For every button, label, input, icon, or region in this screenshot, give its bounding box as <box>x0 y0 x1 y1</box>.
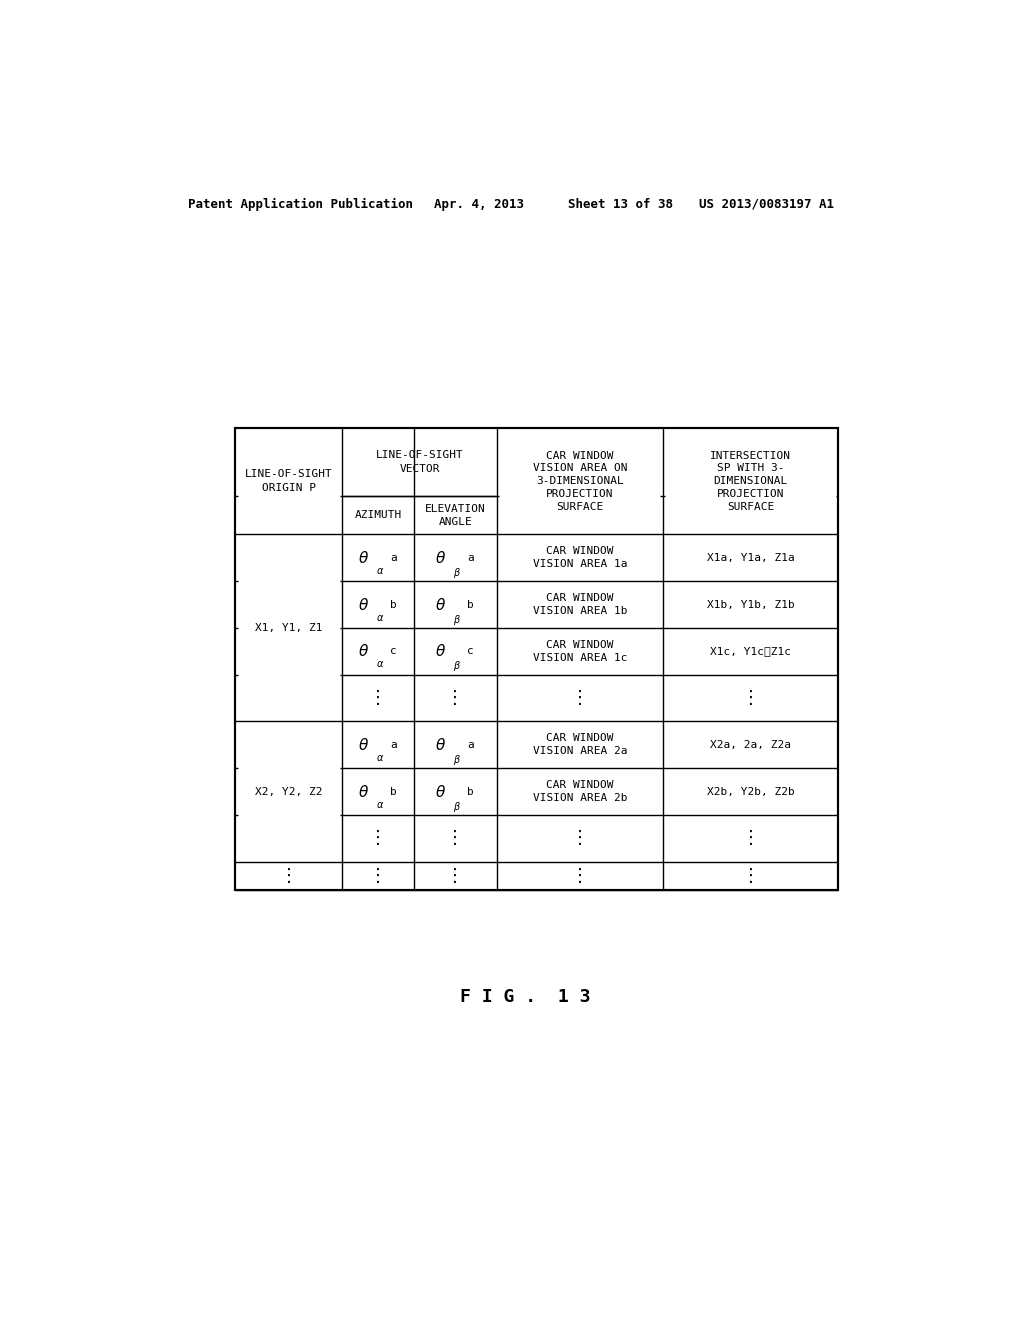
Text: a: a <box>467 741 474 750</box>
Text: F I G .  1 3: F I G . 1 3 <box>460 987 590 1006</box>
Text: $\theta$: $\theta$ <box>358 737 370 752</box>
Text: ⋮: ⋮ <box>570 867 589 884</box>
Text: X1a, Y1a, Z1a: X1a, Y1a, Z1a <box>707 553 795 562</box>
Text: b: b <box>390 787 396 796</box>
Text: c: c <box>467 647 474 656</box>
Text: $\theta$: $\theta$ <box>435 784 446 800</box>
Text: $\alpha$: $\alpha$ <box>376 612 384 623</box>
Text: X2b, Y2b, Z2b: X2b, Y2b, Z2b <box>707 787 795 796</box>
Text: $\beta$: $\beta$ <box>453 660 461 673</box>
Text: c: c <box>390 647 396 656</box>
Text: CAR WINDOW
VISION AREA 1a: CAR WINDOW VISION AREA 1a <box>532 546 627 569</box>
Text: X1b, Y1b, Z1b: X1b, Y1b, Z1b <box>707 599 795 610</box>
Text: ELEVATION
ANGLE: ELEVATION ANGLE <box>425 504 485 527</box>
Text: $\theta$: $\theta$ <box>435 597 446 612</box>
Text: X2a, 2a, Z2a: X2a, 2a, Z2a <box>710 741 791 750</box>
Text: ⋮: ⋮ <box>570 689 589 708</box>
Text: Sheet 13 of 38: Sheet 13 of 38 <box>568 198 674 211</box>
Text: ⋮: ⋮ <box>369 867 387 884</box>
Text: b: b <box>390 599 396 610</box>
Text: $\theta$: $\theta$ <box>358 597 370 612</box>
Text: $\alpha$: $\alpha$ <box>376 800 384 809</box>
Text: $\theta$: $\theta$ <box>435 550 446 566</box>
Text: AZIMUTH: AZIMUTH <box>354 511 401 520</box>
Text: b: b <box>467 787 474 796</box>
Text: X1, Y1, Z1: X1, Y1, Z1 <box>255 623 323 634</box>
Text: ⋮: ⋮ <box>570 829 589 847</box>
Text: a: a <box>390 741 396 750</box>
Text: $\beta$: $\beta$ <box>453 800 461 813</box>
Text: b: b <box>467 599 474 610</box>
Text: LINE-OF-SIGHT
VECTOR: LINE-OF-SIGHT VECTOR <box>376 450 464 474</box>
Text: ⋮: ⋮ <box>741 829 760 847</box>
Text: CAR WINDOW
VISION AREA 1b: CAR WINDOW VISION AREA 1b <box>532 593 627 616</box>
Text: INTERSECTION
SP WITH 3-
DIMENSIONAL
PROJECTION
SURFACE: INTERSECTION SP WITH 3- DIMENSIONAL PROJ… <box>710 450 791 512</box>
Text: CAR WINDOW
VISION AREA ON
3-DIMENSIONAL
PROJECTION
SURFACE: CAR WINDOW VISION AREA ON 3-DIMENSIONAL … <box>532 450 627 512</box>
Text: $\theta$: $\theta$ <box>358 784 370 800</box>
Text: CAR WINDOW
VISION AREA 1c: CAR WINDOW VISION AREA 1c <box>532 640 627 663</box>
Text: a: a <box>467 553 474 562</box>
Text: Patent Application Publication: Patent Application Publication <box>187 198 413 211</box>
Text: $\theta$: $\theta$ <box>358 550 370 566</box>
Text: a: a <box>390 553 396 562</box>
Text: $\beta$: $\beta$ <box>453 566 461 579</box>
Text: CAR WINDOW
VISION AREA 2b: CAR WINDOW VISION AREA 2b <box>532 780 627 803</box>
Text: $\alpha$: $\alpha$ <box>376 660 384 669</box>
Text: CAR WINDOW
VISION AREA 2a: CAR WINDOW VISION AREA 2a <box>532 734 627 756</box>
Text: X1c, Y1c、Z1c: X1c, Y1c、Z1c <box>710 647 791 656</box>
Text: $\theta$: $\theta$ <box>435 737 446 752</box>
Text: $\alpha$: $\alpha$ <box>376 566 384 576</box>
Text: ⋮: ⋮ <box>369 689 387 708</box>
Text: $\theta$: $\theta$ <box>358 643 370 660</box>
Text: ⋮: ⋮ <box>741 867 760 884</box>
Text: $\alpha$: $\alpha$ <box>376 752 384 763</box>
Text: LINE-OF-SIGHT
ORIGIN P: LINE-OF-SIGHT ORIGIN P <box>245 469 333 494</box>
Text: ⋮: ⋮ <box>280 867 298 884</box>
Text: ⋮: ⋮ <box>741 689 760 708</box>
Text: US 2013/0083197 A1: US 2013/0083197 A1 <box>699 198 835 211</box>
Text: ⋮: ⋮ <box>446 867 464 884</box>
Text: $\beta$: $\beta$ <box>453 612 461 627</box>
Text: ⋮: ⋮ <box>446 829 464 847</box>
Text: ⋮: ⋮ <box>446 689 464 708</box>
Text: $\theta$: $\theta$ <box>435 643 446 660</box>
Text: $\beta$: $\beta$ <box>453 752 461 767</box>
Text: ⋮: ⋮ <box>369 829 387 847</box>
Text: Apr. 4, 2013: Apr. 4, 2013 <box>433 198 523 211</box>
Text: X2, Y2, Z2: X2, Y2, Z2 <box>255 787 323 796</box>
